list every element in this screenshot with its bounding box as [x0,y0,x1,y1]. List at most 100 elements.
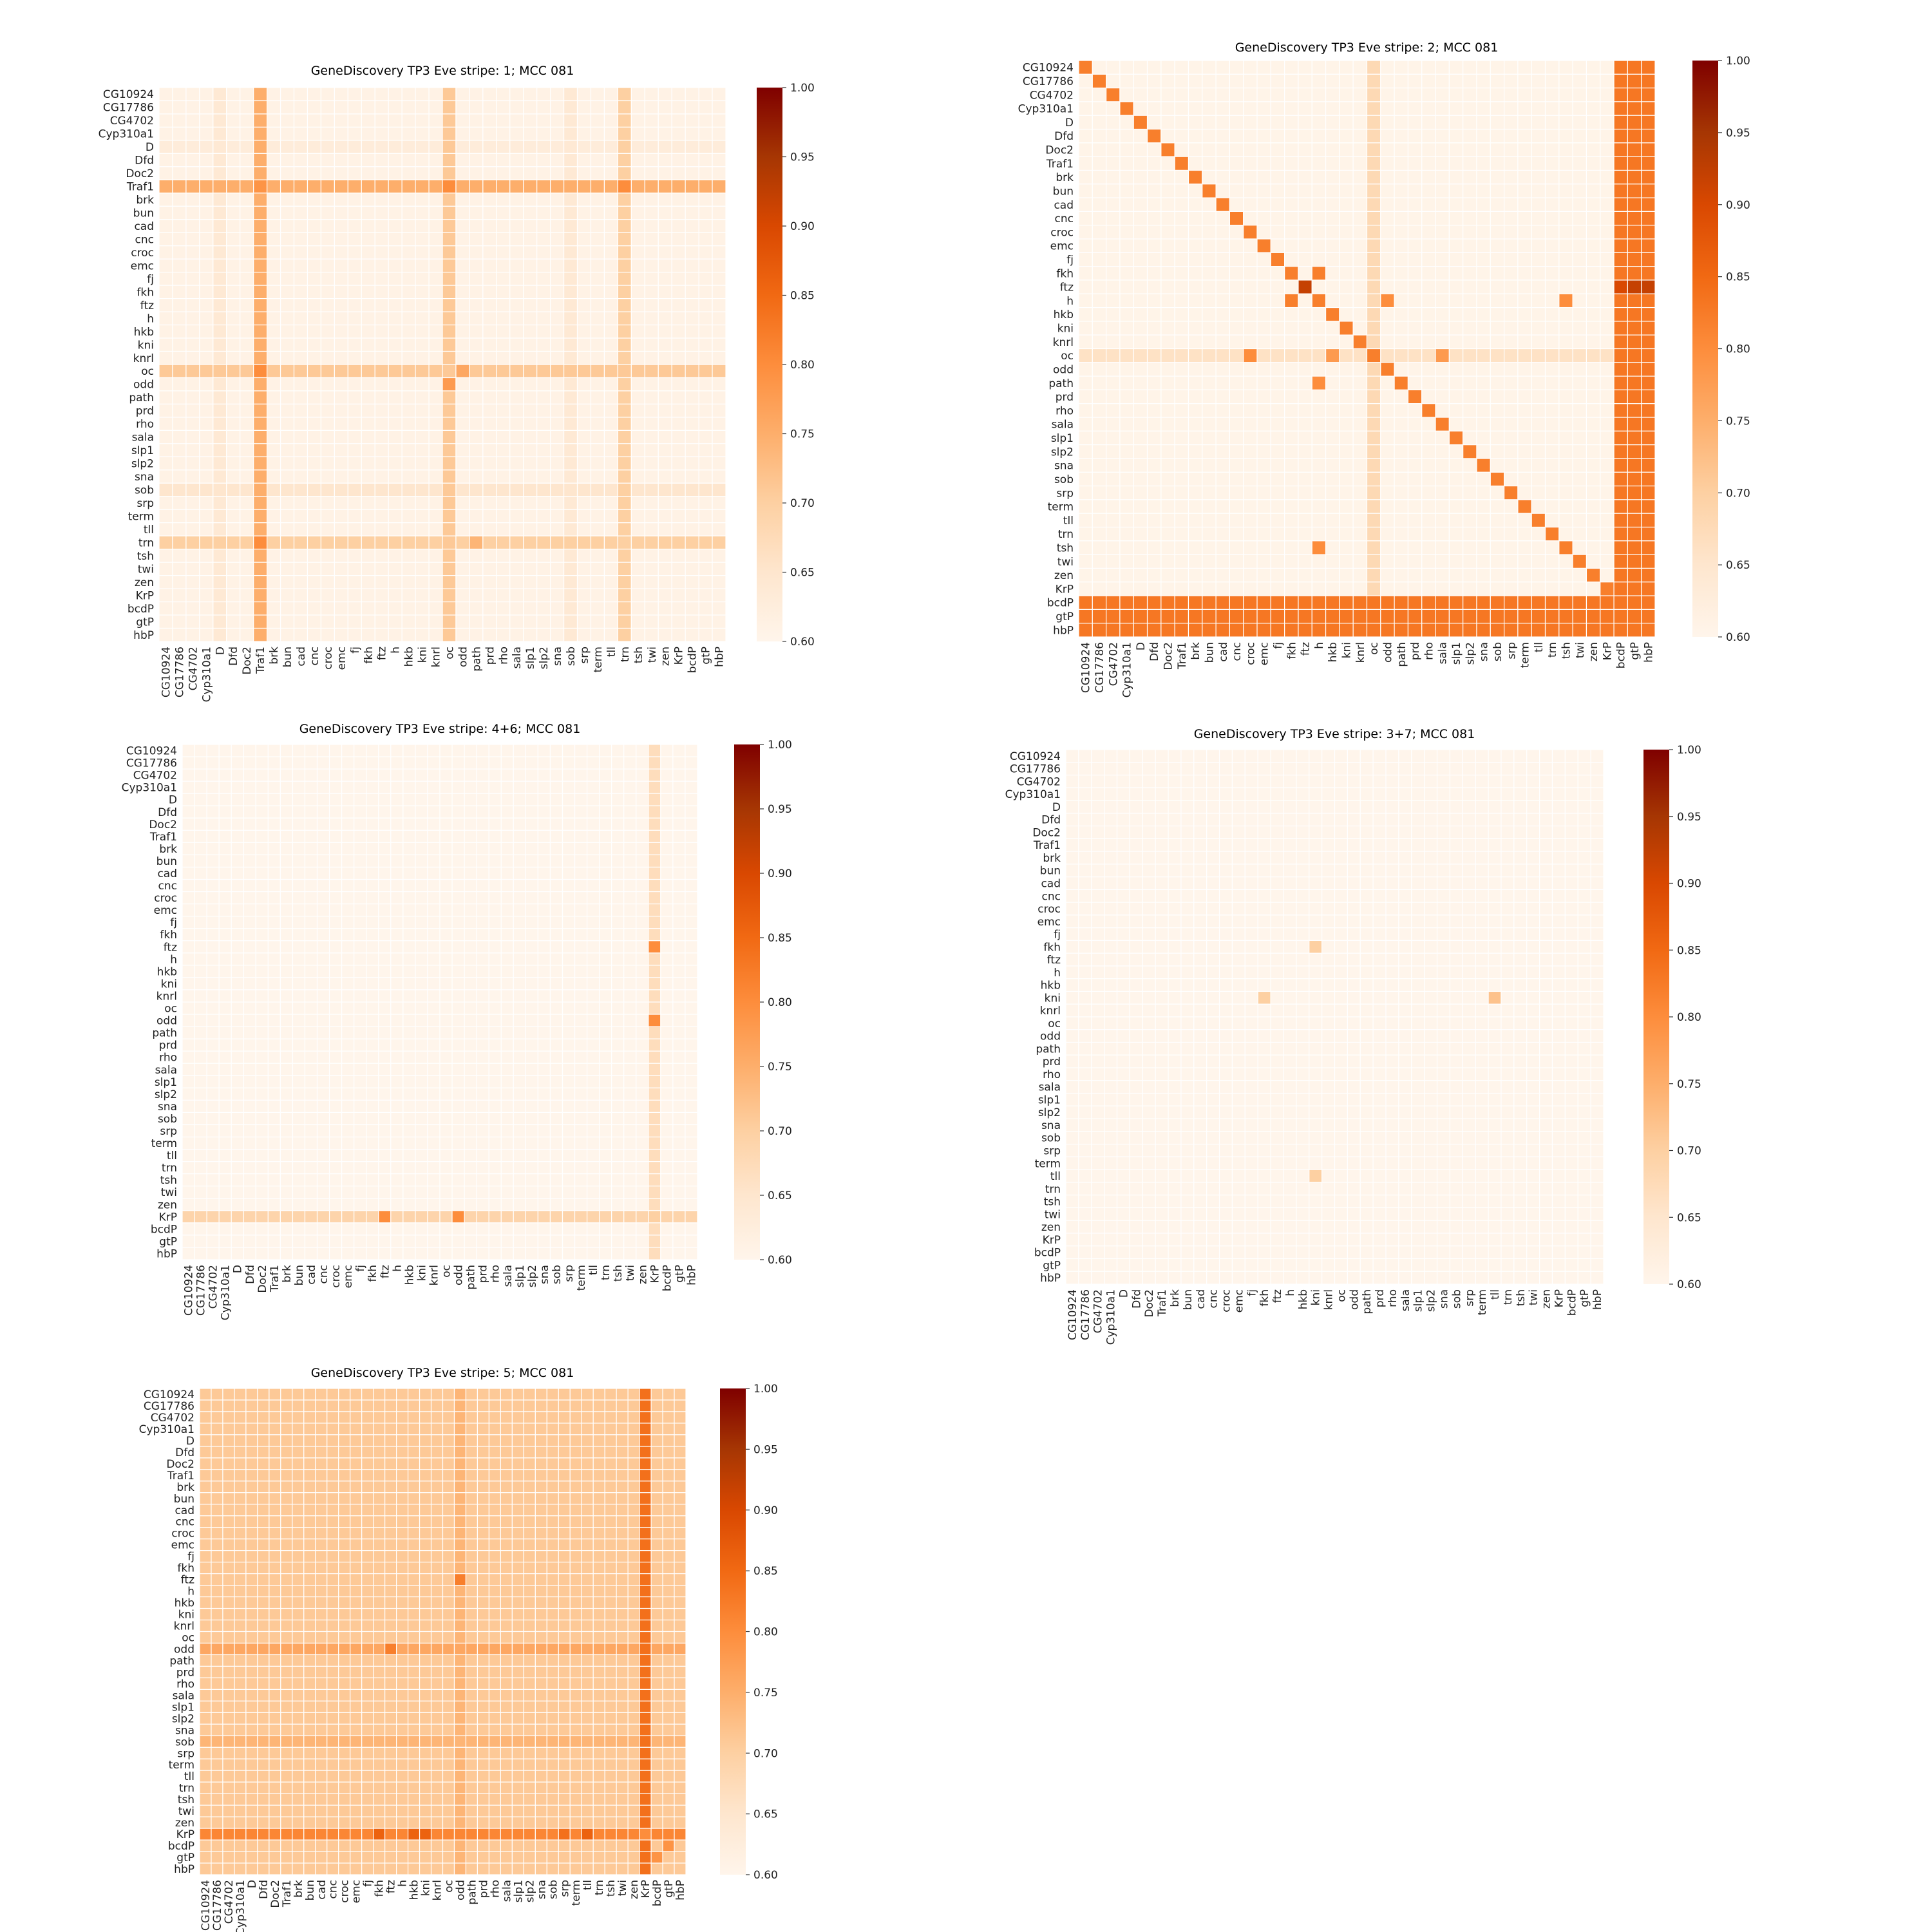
heatmap-cell [455,575,470,589]
heatmap-cell [378,829,392,843]
heatmap-cell [549,891,564,905]
heatmap-cell [1394,567,1409,583]
heatmap-cell [1572,142,1587,157]
heatmap-cell [292,805,306,819]
heatmap-cell [1160,499,1175,514]
heatmap-cell [1339,279,1354,294]
column-tick-label: rho [1423,642,1435,660]
heatmap-cell [427,817,440,831]
heatmap-cell [1641,101,1656,116]
heatmap-cell [1448,417,1464,431]
heatmap-cell [442,193,457,207]
heatmap-cell [320,311,335,326]
heatmap-cell [334,627,348,642]
heatmap-cell [636,989,649,1003]
heatmap-cell [496,126,511,141]
heatmap-cell [496,522,511,536]
heatmap-cell [194,1026,207,1039]
heatmap-cell [401,601,416,616]
heatmap-cell [603,311,618,326]
column-tick-label: sna [551,647,564,666]
heatmap-cell [1572,499,1587,514]
heatmap-cell [366,891,379,905]
heatmap-cell [1311,609,1327,624]
heatmap-cell [1256,197,1271,213]
heatmap-cell [206,1001,220,1015]
heatmap-cell [482,324,497,339]
heatmap-cell [563,219,578,233]
heatmap-cell [451,904,465,917]
heatmap-cell [1394,403,1409,418]
heatmap-cell [1641,88,1656,102]
heatmap-cell [1078,389,1093,404]
heatmap-cell [1600,582,1615,596]
heatmap-cell [1106,623,1121,638]
heatmap-cell [525,965,538,978]
heatmap-cell [469,535,484,550]
heatmap-cell [1188,471,1203,487]
heatmap-cell [630,417,645,431]
heatmap-cell [279,854,294,868]
heatmap-cell [226,601,241,616]
heatmap-cell [428,482,443,497]
heatmap-cell [328,805,343,819]
heatmap-cell [1517,389,1532,404]
heatmap-cell [390,744,404,757]
heatmap-cell [1504,142,1519,157]
heatmap-cell [334,535,348,550]
heatmap-cell [1544,60,1560,75]
heatmap-cell [599,977,612,990]
heatmap-cell [1380,430,1395,446]
heatmap-cell [341,805,355,819]
heatmap-cell [442,258,457,273]
heatmap-cell [1352,567,1368,583]
colorbar [1692,61,1718,637]
heatmap-cell [648,756,661,770]
heatmap-cell [482,482,497,497]
heatmap-cell [1243,567,1258,583]
heatmap-cell [536,627,551,642]
heatmap-cell [378,891,392,905]
heatmap-cell [562,842,576,856]
heatmap-cell [712,601,726,616]
heatmap-cell [1544,115,1560,130]
heatmap-cell [603,324,618,339]
heatmap-cell [366,940,379,954]
heatmap-cell [1627,88,1642,102]
heatmap-cell [536,298,551,312]
heatmap-cell [320,232,335,247]
heatmap-cell [451,866,465,880]
heatmap-cell [712,166,726,180]
heatmap-cell [1243,197,1258,213]
heatmap-cell [617,482,632,497]
heatmap-cell [455,311,470,326]
heatmap-cell [304,1001,318,1015]
heatmap-cell [685,364,699,379]
heatmap-cell [1504,321,1519,336]
heatmap-cell [1133,238,1148,253]
heatmap-cell [1188,458,1203,473]
heatmap-cell [1243,403,1258,418]
heatmap-cell [1146,582,1162,596]
heatmap-cell [388,258,402,273]
heatmap-cell [1531,101,1546,116]
heatmap-cell [231,866,244,880]
heatmap-cell [1256,307,1271,322]
heatmap-cell [599,756,612,770]
heatmap-cell [1627,582,1642,596]
heatmap-cell [1586,513,1601,528]
heatmap-cell [648,768,661,782]
heatmap-cell [550,535,565,550]
heatmap-cell [1463,279,1477,294]
heatmap-cell [685,1075,698,1088]
heatmap-cell [185,298,200,312]
heatmap-cell [617,390,632,405]
heatmap-cell [1188,156,1203,171]
heatmap-cell [1092,417,1107,431]
heatmap-cell [279,866,294,880]
heatmap-cell [611,744,625,757]
heatmap-cell [1078,609,1093,624]
heatmap-cell [1476,540,1491,555]
heatmap-cell [1092,567,1107,583]
heatmap-cell [455,258,470,273]
